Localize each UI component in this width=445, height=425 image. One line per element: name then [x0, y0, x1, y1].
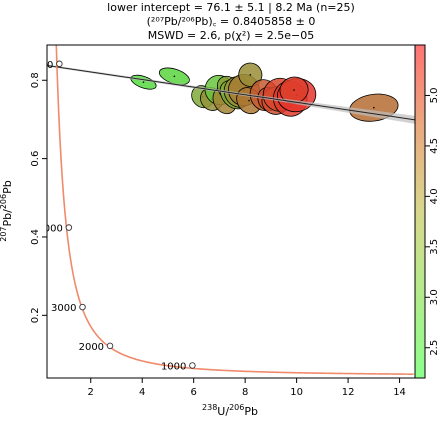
line-layer: 4000 3000 2000 1000 0 — [37, 45, 415, 375]
title-line-1: lower intercept = 76.1 ± 5.1 | 8.2 Ma (n… — [107, 1, 355, 14]
colorbar — [414, 44, 426, 379]
ellipse-center-dot — [173, 75, 176, 78]
x-tick-label: 12 — [342, 387, 355, 398]
colorbar-axis: 2.5 3.0 3.5 4.0 4.5 5.0 — [425, 88, 440, 356]
x-tick-label: 2 — [88, 387, 94, 398]
y-label-end: Pb — [1, 180, 14, 194]
concordia-age-label: 1000 — [161, 361, 186, 372]
colorbar-tick-label: 5.0 — [429, 88, 440, 104]
colorbar-tick-label: 3.5 — [429, 239, 440, 255]
concordia-age-marker — [189, 362, 196, 369]
concordia-age-marker — [79, 303, 86, 311]
y-axis-label: 207Pb/206Pb — [0, 180, 14, 242]
concordia-age-label: 2000 — [79, 342, 104, 353]
y-axis: 0.2 0.4 0.6 0.8 — [30, 72, 47, 323]
concordia-age-marker — [65, 224, 73, 231]
colorbar-tick-label: 2.5 — [429, 340, 440, 356]
y-label-mid: Pb/ — [1, 209, 14, 227]
x-label-mid: U/ — [217, 405, 229, 418]
ellipse-center-dot — [293, 89, 295, 91]
x-label-sup: 238 — [202, 403, 217, 412]
concordia-age-marker — [56, 60, 63, 68]
x-axis: 2 4 6 8 10 12 14 — [88, 378, 406, 398]
ellipse-center-dot — [249, 73, 252, 76]
x-tick-label: 6 — [190, 387, 196, 398]
x-tick-label: 10 — [290, 387, 303, 398]
y-tick-label: 0.2 — [30, 307, 41, 323]
y-label-sup2: 206 — [0, 194, 8, 209]
x-tick-label: 8 — [242, 387, 248, 398]
x-label-end: Pb — [244, 405, 258, 418]
colorbar-tick-label: 3.0 — [429, 289, 440, 305]
concordia-age-label: 0 — [47, 60, 53, 71]
x-tick-label: 14 — [393, 387, 406, 398]
colorbar-tick-label: 4.5 — [429, 138, 440, 154]
concordia-age-label: 4000 — [37, 224, 62, 235]
x-tick-label: 4 — [139, 387, 145, 398]
ellipse-layer — [130, 62, 399, 122]
y-tick-label: 0.8 — [30, 72, 41, 88]
ellipse-center-dot — [142, 81, 145, 84]
title-line-3: MSWD = 2.6, p(χ²) = 2.5e−05 — [147, 29, 315, 42]
colorbar-tick-label: 4.0 — [429, 188, 440, 204]
x-axis-label: 238U/206Pb — [202, 403, 258, 418]
concordia-age-label: 3000 — [51, 303, 76, 314]
y-label-sup: 207 — [0, 226, 8, 241]
concordia-curve — [55, 45, 414, 375]
title-line-2: (²⁰⁷Pb/²⁰⁶Pb)꜀ = 0.8405858 ± 0 — [146, 15, 316, 28]
x-label-sup2: 206 — [229, 403, 244, 412]
concordia-age-marker — [106, 342, 114, 350]
y-tick-label: 0.4 — [30, 229, 41, 245]
regression-line — [47, 64, 415, 121]
ellipse-center-dot — [248, 99, 250, 102]
y-tick-label: 0.6 — [30, 151, 41, 167]
ellipse-center-dot — [373, 106, 375, 109]
